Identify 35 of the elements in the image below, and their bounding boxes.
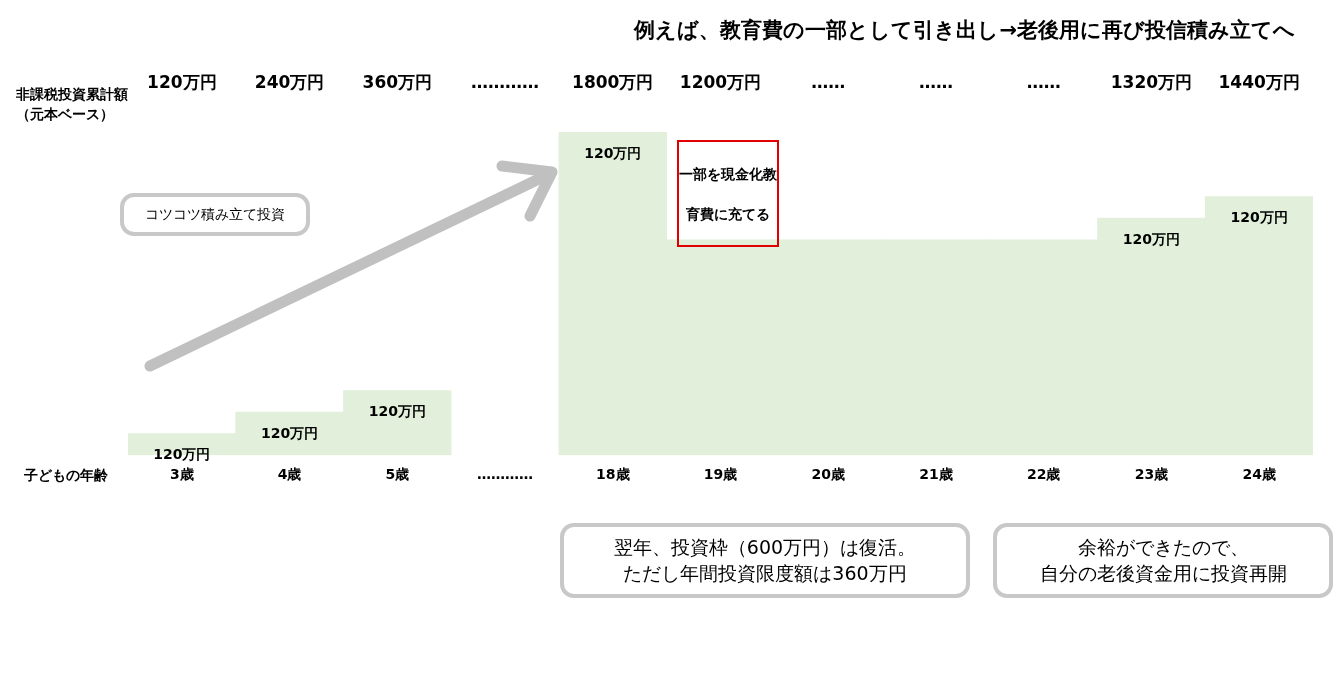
text: 一部を現金化教育費に充てる	[679, 165, 777, 222]
data-label: ……	[1026, 72, 1061, 93]
x-tick-label: 18歳	[596, 466, 630, 483]
data-label: 1800万円	[572, 72, 654, 93]
data-label: 240万円	[254, 72, 325, 93]
annotation: 120万円	[260, 424, 319, 441]
annotation: 120万円	[1230, 209, 1288, 226]
chart-title: 例えば、教育費の一部として引き出し→老後用に再び投信積み立てへ	[632, 17, 1296, 44]
x-tick-label: 4歳	[277, 466, 302, 483]
text: …………	[471, 72, 540, 93]
x-tick-label: …………	[477, 466, 534, 483]
data-label: 360万円	[362, 72, 433, 93]
x-tick-label: 3歳	[169, 466, 194, 483]
x-axis-title: 子どもの年齢	[23, 466, 109, 483]
text: 翌年、投資枠（600万円）は復活。ただし年間投資限度額は360万円	[560, 523, 970, 599]
data-label: 120万円	[147, 72, 217, 93]
x-tick-label: 5歳	[385, 466, 410, 483]
y-axis-title: 非課税投資累計額（元本ベース）	[16, 85, 129, 124]
text: 余裕ができたので、自分の老後資金用に投資再開	[993, 523, 1333, 599]
annotation: コツコツ積み立て投資	[120, 193, 310, 236]
x-tick-label: 23歳	[1134, 466, 1169, 483]
x-tick-label: 21歳	[919, 466, 953, 483]
data-label: 1440万円	[1218, 72, 1300, 93]
data-label: ……	[918, 72, 953, 93]
data-label: ……	[811, 72, 846, 93]
annotation: 120万円	[368, 403, 426, 420]
x-tick-label: 20歳	[811, 466, 845, 483]
annotation: 120万円	[153, 446, 211, 463]
annotation: 120万円	[584, 144, 642, 161]
x-tick-label: 22歳	[1026, 466, 1061, 483]
data-label: 1200万円	[679, 72, 762, 93]
x-tick-label: 24歳	[1242, 466, 1276, 483]
x-tick-label: 19歳	[703, 466, 738, 483]
annotation: 120万円	[1122, 230, 1181, 247]
data-label: 1320万円	[1110, 72, 1193, 93]
